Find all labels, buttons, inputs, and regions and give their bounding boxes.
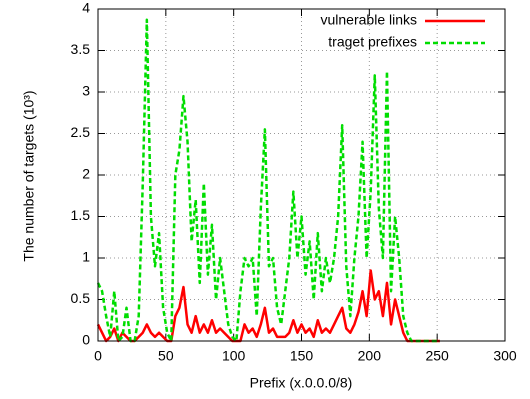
y-tick-label: 0.5: [71, 290, 91, 306]
x-axis-label: Prefix (x.0.0.0/8): [250, 375, 353, 391]
x-tick-label: 0: [94, 348, 102, 364]
y-tick-label: 1: [82, 249, 90, 265]
plot-frame: [97, 8, 506, 342]
x-tick-label: 200: [358, 348, 382, 364]
x-tick-label: 150: [290, 348, 314, 364]
y-tick-label: 4: [82, 0, 90, 16]
y-tick-label: 3: [82, 83, 90, 99]
x-tick-label: 300: [493, 348, 517, 364]
x-tick-label: 100: [222, 348, 246, 364]
y-tick-label: 1.5: [71, 207, 91, 223]
data-line: [96, 269, 440, 343]
data-line: [96, 18, 440, 343]
y-tick-label: 0: [82, 332, 90, 348]
y-tick-label: 2.5: [71, 124, 91, 140]
y-tick-label: 3.5: [71, 41, 91, 57]
legend-label: vulnerable links: [321, 12, 418, 28]
legend-label: traget prefixes: [328, 34, 417, 50]
x-tick-label: 50: [158, 348, 174, 364]
y-tick-label: 2: [82, 166, 90, 182]
x-tick-label: 250: [425, 348, 449, 364]
y-axis-label: The number of targets (10³): [21, 90, 37, 261]
